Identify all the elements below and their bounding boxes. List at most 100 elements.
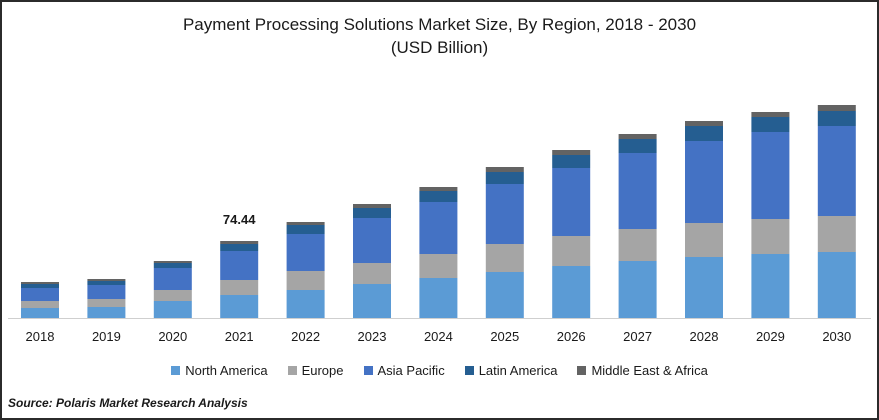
- bar-2026-latin-america: [552, 155, 591, 168]
- bar-2030-asia-pacific: [817, 126, 856, 216]
- legend-swatch: [287, 366, 297, 375]
- legend-swatch: [464, 366, 474, 375]
- stacked-bar-chart: 2018 2019 2020 2021 2022 2023 2024 2025 2026 2027…: [8, 105, 871, 344]
- bar-2026-europe: [552, 236, 591, 266]
- bar-2024-middle-east-africa: [419, 187, 458, 191]
- x-tick-label: 2019: [92, 329, 121, 344]
- legend-item-north-america: North America: [171, 363, 268, 378]
- bar-2020-europe: [153, 290, 192, 301]
- data-label-2021: 74.44: [223, 212, 256, 227]
- bar-2019-middle-east-africa: [87, 279, 126, 281]
- bar-2027-latin-america: [618, 139, 657, 153]
- x-tick-label: 2018: [26, 329, 55, 344]
- legend-item-latin-america: Latin America: [464, 363, 558, 378]
- source-note: Source: Polaris Market Research Analysis: [8, 396, 248, 410]
- legend-item-middle-east-africa: Middle East & Africa: [577, 363, 708, 378]
- x-tick-label: 2029: [756, 329, 785, 344]
- legend-label: Europe: [301, 363, 344, 378]
- bars-layer: [21, 105, 856, 318]
- bar-2024-north-america: [419, 278, 458, 318]
- legend-label: Latin America: [478, 363, 558, 378]
- bar-2022-europe: [286, 271, 325, 290]
- bar-2026-asia-pacific: [552, 168, 591, 236]
- bar-2025-north-america: [485, 272, 524, 318]
- bar-2022-latin-america: [286, 225, 325, 234]
- x-tick-label: 2023: [358, 329, 387, 344]
- bar-2028-middle-east-africa: [685, 121, 723, 126]
- x-tick-label: 2028: [690, 329, 719, 344]
- bar-2030-europe: [817, 216, 856, 252]
- bar-2030-north-america: [817, 252, 856, 318]
- bar-2026-middle-east-africa: [552, 150, 591, 155]
- bar-2029-europe: [751, 219, 790, 254]
- bar-2021-middle-east-africa: [220, 241, 259, 244]
- bar-2018-europe: [21, 301, 59, 308]
- legend-label: Middle East & Africa: [591, 363, 708, 378]
- x-tick-label: 2021: [225, 329, 254, 344]
- x-tick-label: 2026: [557, 329, 586, 344]
- bar-2028-europe: [685, 223, 723, 257]
- bar-2024-latin-america: [419, 191, 458, 202]
- chart-title: Payment Processing Solutions Market Size…: [182, 15, 697, 34]
- bar-2025-latin-america: [485, 172, 524, 184]
- bar-2030-middle-east-africa: [817, 105, 856, 111]
- bar-2025-europe: [485, 244, 524, 272]
- bar-2019-europe: [87, 299, 126, 307]
- legend-label: North America: [185, 363, 268, 378]
- x-tick-label: 2025: [490, 329, 519, 344]
- x-tick-label: 2030: [822, 329, 851, 344]
- annotations: 74.44: [223, 212, 256, 227]
- bar-2029-asia-pacific: [751, 132, 790, 219]
- bar-2028-latin-america: [685, 126, 723, 141]
- bar-2030-latin-america: [817, 111, 856, 126]
- bar-2020-middle-east-africa: [153, 261, 192, 263]
- x-tick-label: 2022: [291, 329, 320, 344]
- bar-2023-asia-pacific: [353, 218, 391, 263]
- bar-2018-middle-east-africa: [21, 282, 59, 284]
- bar-2025-middle-east-africa: [485, 167, 524, 172]
- bar-2022-asia-pacific: [286, 234, 325, 271]
- bar-2023-north-america: [353, 284, 391, 318]
- x-tick-label: 2020: [158, 329, 187, 344]
- bar-2019-asia-pacific: [87, 285, 126, 299]
- bar-2027-north-america: [618, 261, 657, 318]
- bar-2027-asia-pacific: [618, 153, 657, 229]
- legend-item-asia-pacific: Asia Pacific: [363, 363, 445, 378]
- x-tick-labels: 2018 2019 2020 2021 2022 2023 2024 2025 2026 2027…: [26, 329, 852, 344]
- legend-item-europe: Europe: [287, 363, 344, 378]
- bar-2021-europe: [220, 280, 259, 295]
- bar-2028-north-america: [685, 257, 723, 318]
- legend-swatch: [577, 366, 587, 375]
- bar-2021-north-america: [220, 295, 259, 318]
- bar-2020-north-america: [153, 301, 192, 318]
- bar-2027-europe: [618, 229, 657, 261]
- bar-2022-north-america: [286, 290, 325, 318]
- bar-2019-north-america: [87, 307, 126, 318]
- bar-2029-middle-east-africa: [751, 112, 790, 117]
- x-tick-label: 2027: [623, 329, 652, 344]
- bar-2022-middle-east-africa: [286, 222, 325, 225]
- legend-swatch: [363, 366, 373, 375]
- bar-2018-asia-pacific: [21, 288, 59, 301]
- bar-2023-middle-east-africa: [353, 204, 391, 208]
- bar-2024-europe: [419, 254, 458, 278]
- bar-2024-asia-pacific: [419, 202, 458, 254]
- bar-2029-latin-america: [751, 117, 790, 132]
- bar-2026-north-america: [552, 266, 591, 318]
- bar-2027-middle-east-africa: [618, 134, 657, 139]
- chart-subtitle: (USD Billion): [390, 38, 489, 57]
- bar-2019-latin-america: [87, 281, 126, 285]
- bar-2028-asia-pacific: [685, 141, 723, 223]
- bar-2023-europe: [353, 263, 391, 284]
- bar-2021-latin-america: [220, 244, 259, 251]
- bar-2018-latin-america: [21, 284, 59, 288]
- x-tick-label: 2024: [424, 329, 453, 344]
- legend-swatch: [171, 366, 181, 375]
- bar-2023-latin-america: [353, 208, 391, 218]
- legend: North America Europe Asia Pacific Latin Ame…: [0, 363, 879, 378]
- bar-2029-north-america: [751, 254, 790, 318]
- bar-2021-asia-pacific: [220, 251, 259, 280]
- bar-2020-latin-america: [153, 263, 192, 268]
- bar-2018-north-america: [21, 308, 59, 318]
- legend-label: Asia Pacific: [377, 363, 445, 378]
